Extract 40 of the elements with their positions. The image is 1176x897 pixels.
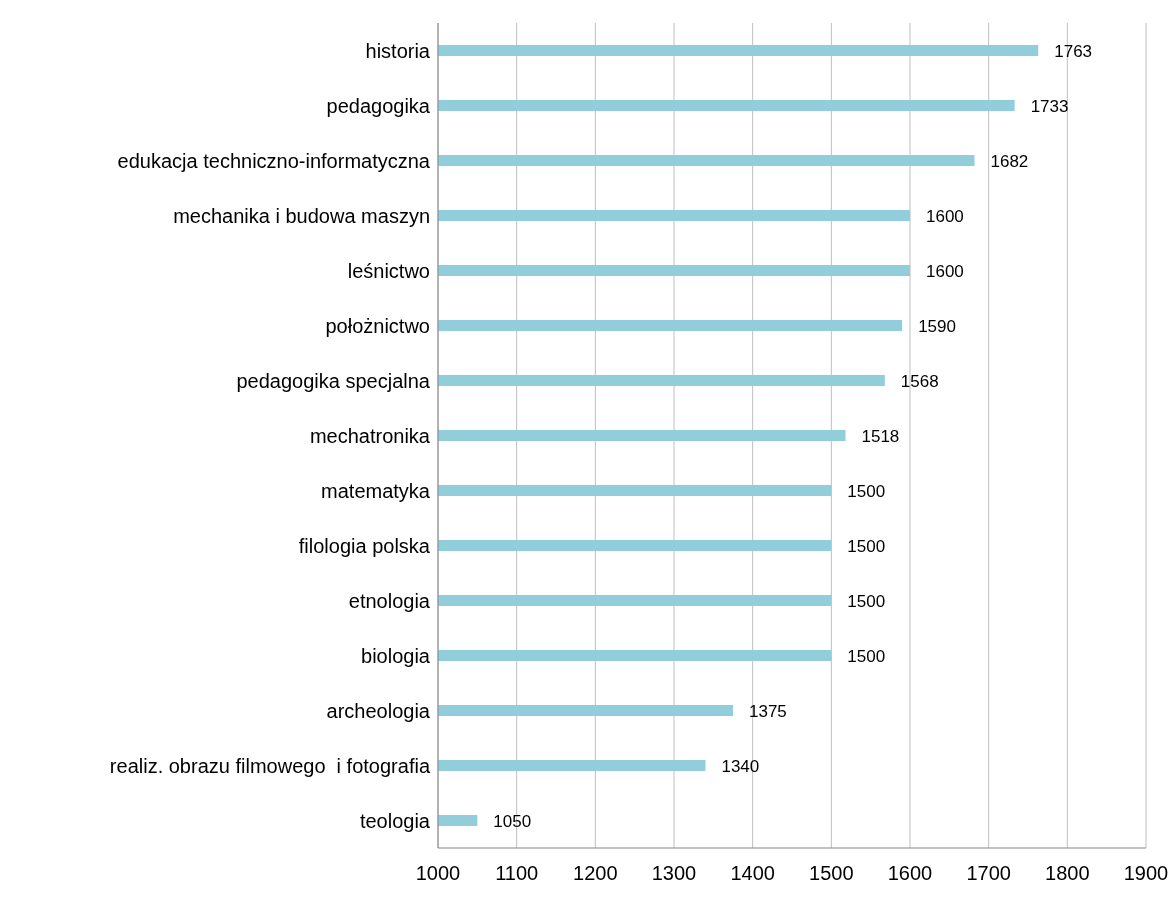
x-tick-label: 1400	[730, 862, 775, 885]
y-tick-label: teologia	[359, 809, 431, 832]
data-label: 1733	[1030, 96, 1069, 116]
data-label: 1600	[926, 206, 964, 226]
x-tick-label: 1200	[573, 862, 618, 885]
data-label: 1500	[847, 536, 886, 556]
data-label: 1568	[900, 371, 939, 391]
y-tick-label: etnologia	[348, 589, 431, 612]
y-tick-label: historia	[365, 39, 431, 62]
y-tick-label: pedagogika specjalna	[236, 369, 431, 392]
data-label: 1500	[847, 481, 886, 501]
data-label: 1590	[918, 316, 956, 336]
y-tick-label: realiz. obrazu filmowego i fotografia	[109, 754, 431, 777]
y-tick-label: archeologia	[326, 699, 431, 722]
y-tick-label: położnictwo	[325, 314, 430, 337]
data-label: 1500	[847, 591, 886, 611]
x-tick-label: 1700	[966, 862, 1011, 885]
y-tick-label: mechanika i budowa maszyn	[173, 204, 430, 227]
data-label: 1600	[926, 261, 964, 281]
y-tick-label: filologia polska	[298, 534, 431, 557]
y-tick-label: pedagogika	[326, 94, 431, 117]
data-label: 1050	[493, 811, 532, 831]
y-tick-label: matematyka	[321, 479, 431, 502]
x-tick-label: 1500	[809, 862, 854, 885]
y-tick-label: mechatronika	[309, 424, 431, 447]
data-label: 1375	[749, 701, 787, 721]
x-tick-label: 1000	[415, 862, 461, 885]
x-tick-label: 1600	[887, 862, 933, 885]
x-tick-label: 1800	[1045, 862, 1090, 885]
y-tick-label: leśnictwo	[347, 259, 430, 282]
y-tick-label: biologia	[361, 644, 431, 667]
data-label: 1682	[990, 151, 1029, 171]
data-label: 1763	[1054, 41, 1093, 61]
y-tick-label: edukacja techniczno-informatyczna	[117, 149, 431, 172]
data-label: 1518	[861, 426, 900, 446]
data-label: 1500	[847, 646, 886, 666]
data-label: 1340	[721, 756, 760, 776]
x-tick-label: 1300	[651, 862, 697, 885]
x-tick-label: 1100	[495, 862, 539, 885]
x-tick-label: 1900	[1123, 862, 1169, 885]
